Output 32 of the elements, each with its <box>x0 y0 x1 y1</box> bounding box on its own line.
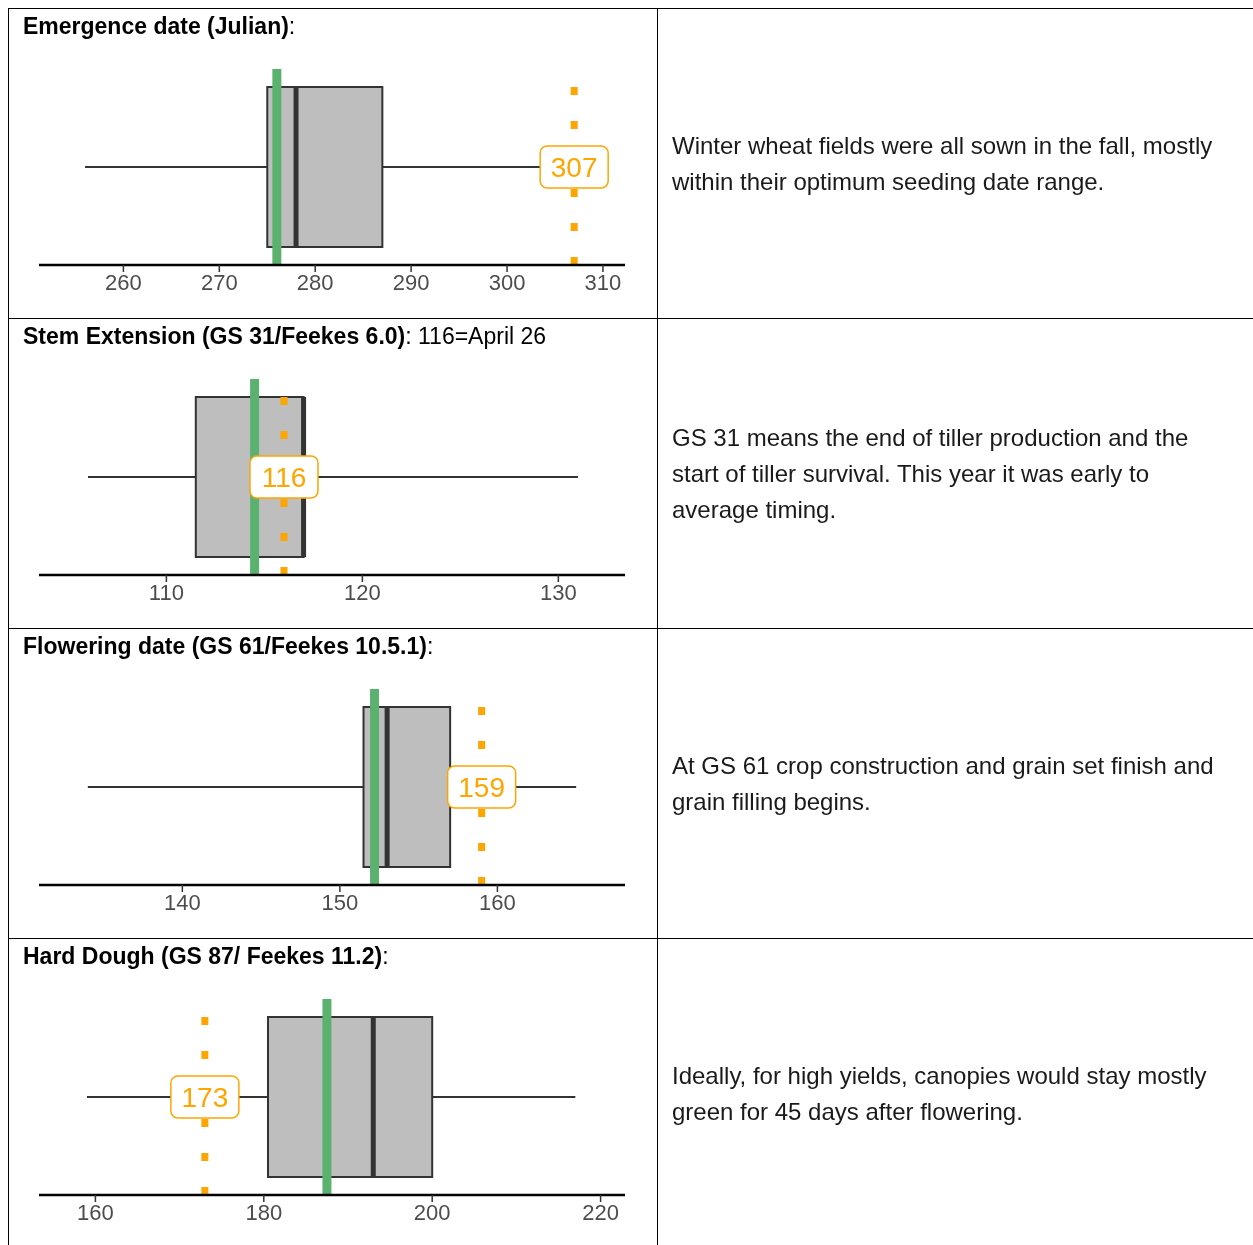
x-tick-label: 120 <box>344 579 381 605</box>
chart-subtitle: : 116=April 26 <box>405 323 547 349</box>
x-tick-label: 290 <box>392 269 430 295</box>
x-tick-label: 300 <box>488 269 526 295</box>
ref-line-label: 116 <box>261 462 307 493</box>
ref-line-label: 159 <box>458 772 506 803</box>
text: Winter wheat fields were all sown in the fall, mostly within their optimum seeding date range. <box>672 130 1214 197</box>
x-tick-label: 140 <box>163 889 201 915</box>
chart-title: Hard Dough (GS 87/ Feekes 11.2) <box>23 943 383 969</box>
chart-subtitle: : <box>426 633 434 659</box>
x-tick-label: 130 <box>540 579 577 605</box>
x-tick-label: 110 <box>148 579 184 605</box>
x-tick-label: 160 <box>479 889 516 915</box>
chart-subtitle: : <box>288 13 296 39</box>
ref-line-label: 307 <box>550 152 598 183</box>
x-tick-label: 160 <box>77 1199 114 1225</box>
x-tick-label: 260 <box>105 269 142 295</box>
chart-title: Flowering date (GS 61/Feekes 10.5.1) <box>23 633 427 659</box>
x-tick-label: 180 <box>245 1199 283 1225</box>
x-tick-label: 200 <box>413 1199 451 1225</box>
x-tick-label: 150 <box>321 889 359 915</box>
x-tick-label: 270 <box>200 269 238 295</box>
text: GS 31 means the end of tiller production and the start of tiller survival. This year it was early to average timing. <box>672 422 1190 525</box>
chart-title: Emergence date (Julian) <box>23 13 289 39</box>
x-tick-label: 310 <box>584 269 622 295</box>
chart-subtitle: : <box>382 943 389 969</box>
text: At GS 61 crop construction and grain set finish and grain filling begins. <box>672 750 1215 817</box>
ref-line-label: 173 <box>181 1082 229 1113</box>
text: Ideally, for high yields, canopies would stay mostly green for 45 days after flowering. <box>672 1060 1208 1127</box>
x-tick-label: 220 <box>582 1199 619 1225</box>
chart-title: Stem Extension (GS 31/Feekes 6.0) <box>23 323 406 349</box>
x-tick-label: 280 <box>296 269 334 295</box>
